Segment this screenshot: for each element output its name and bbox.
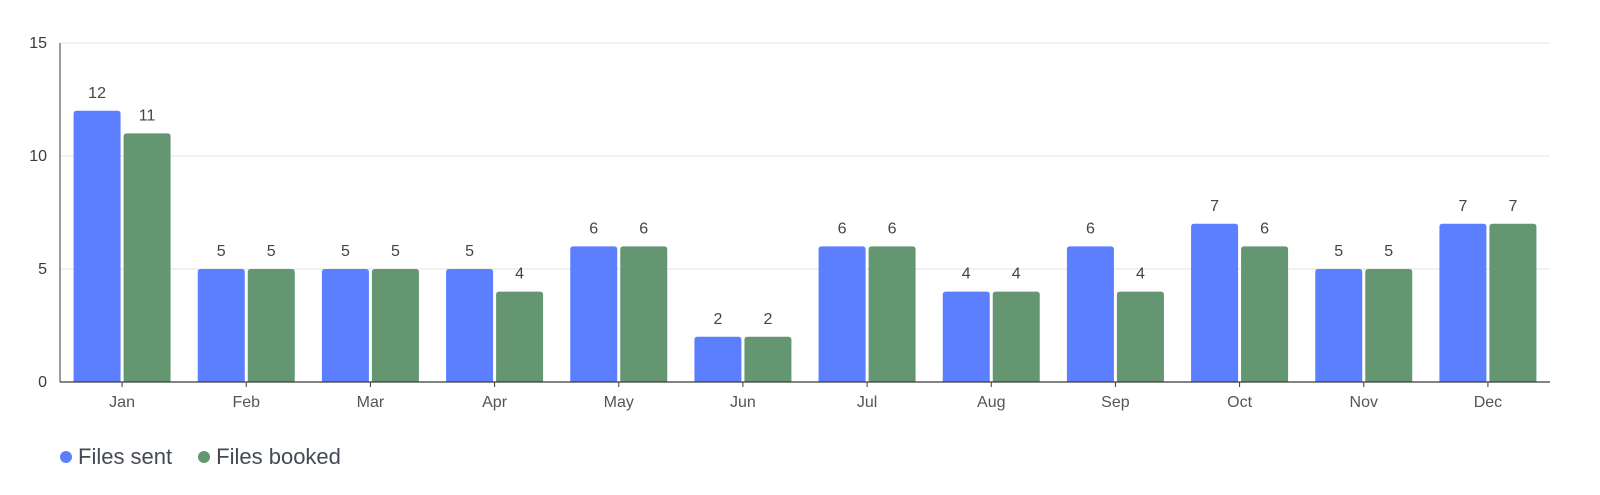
data-label-files-sent-apr: 5 bbox=[465, 243, 474, 260]
data-label-files-booked-aug: 4 bbox=[1012, 266, 1021, 283]
legend-item-files-booked[interactable]: Files booked bbox=[198, 444, 341, 470]
x-tick-label-jun: Jun bbox=[730, 394, 756, 411]
x-tick-label-jan: Jan bbox=[109, 394, 135, 411]
bar-files-sent-jan bbox=[73, 110, 121, 383]
x-tick-label-oct: Oct bbox=[1227, 394, 1252, 411]
x-tick-label-sep: Sep bbox=[1101, 394, 1130, 411]
bar-files-booked-jul bbox=[868, 246, 916, 382]
data-label-files-booked-jan: 11 bbox=[139, 107, 156, 124]
data-label-files-sent-feb: 5 bbox=[217, 243, 226, 260]
bar-files-booked-jun bbox=[744, 336, 792, 382]
data-label-files-booked-sep: 4 bbox=[1136, 266, 1145, 283]
legend-swatch-files-booked bbox=[198, 451, 211, 463]
x-tick-label-apr: Apr bbox=[482, 394, 508, 411]
bar-files-sent-apr bbox=[446, 269, 494, 382]
legend-swatch-files-sent bbox=[60, 451, 72, 463]
data-label-files-sent-sep: 6 bbox=[1086, 220, 1095, 237]
bar-files-sent-nov bbox=[1315, 269, 1363, 382]
y-tick-label-5: 5 bbox=[38, 261, 47, 278]
bar-files-sent-jun bbox=[694, 336, 742, 382]
bar-files-booked-jan bbox=[123, 133, 171, 382]
data-label-files-booked-dec: 7 bbox=[1508, 198, 1517, 215]
data-label-files-sent-mar: 5 bbox=[341, 243, 350, 260]
x-tick-label-feb: Feb bbox=[232, 394, 260, 411]
bar-files-sent-aug bbox=[942, 291, 990, 382]
bar-files-sent-feb bbox=[197, 269, 245, 382]
data-label-files-booked-mar: 5 bbox=[391, 243, 400, 260]
legend-label-files-sent: Files sent bbox=[78, 444, 173, 469]
data-label-files-booked-oct: 6 bbox=[1260, 220, 1269, 237]
data-label-files-booked-apr: 4 bbox=[515, 266, 524, 283]
x-tick-label-nov: Nov bbox=[1350, 394, 1378, 411]
bar-files-sent-may bbox=[570, 246, 618, 382]
bar-files-booked-apr bbox=[496, 291, 544, 382]
bar-files-booked-nov bbox=[1365, 269, 1413, 382]
data-label-files-sent-aug: 4 bbox=[962, 266, 971, 283]
bar-files-booked-mar bbox=[371, 269, 419, 382]
bar-files-sent-oct bbox=[1191, 223, 1239, 382]
x-tick-label-jul: Jul bbox=[857, 394, 877, 411]
y-tick-label-10: 10 bbox=[29, 148, 47, 165]
bar-files-booked-oct bbox=[1241, 246, 1289, 382]
data-label-files-booked-jul: 6 bbox=[888, 220, 897, 237]
data-label-files-booked-may: 6 bbox=[639, 220, 648, 237]
data-label-files-sent-jun: 2 bbox=[713, 311, 722, 328]
x-tick-label-mar: Mar bbox=[357, 394, 385, 411]
bar-files-sent-dec bbox=[1439, 223, 1487, 382]
bar-files-sent-jul bbox=[818, 246, 866, 382]
data-label-files-sent-oct: 7 bbox=[1210, 198, 1219, 215]
bar-files-booked-sep bbox=[1116, 291, 1164, 382]
data-label-files-booked-jun: 2 bbox=[763, 311, 772, 328]
bar-chart: 0 5 10 15 12 11 Jan 5 5 Feb 5 5 Mar 5 4 Apr 6 6 May 2 2 Jun 6 6… bbox=[29, 35, 1550, 411]
legend: Files sent Files booked bbox=[60, 444, 341, 470]
x-tick-label-may: May bbox=[604, 394, 634, 411]
data-label-files-booked-feb: 5 bbox=[267, 243, 276, 260]
bar-files-sent-sep bbox=[1066, 246, 1114, 382]
legend-label-files-booked: Files booked bbox=[216, 444, 341, 469]
bar-files-booked-dec bbox=[1489, 223, 1537, 382]
y-tick-label-15: 15 bbox=[29, 35, 47, 52]
bar-files-booked-feb bbox=[247, 269, 295, 382]
bar-files-sent-mar bbox=[321, 269, 369, 382]
data-label-files-sent-jul: 6 bbox=[838, 220, 847, 237]
bar-files-booked-aug bbox=[992, 291, 1040, 382]
legend-item-files-sent[interactable]: Files sent bbox=[60, 444, 172, 470]
x-tick-label-dec: Dec bbox=[1474, 394, 1502, 411]
data-label-files-sent-may: 6 bbox=[589, 220, 598, 237]
y-tick-label-0: 0 bbox=[38, 374, 47, 391]
data-label-files-sent-nov: 5 bbox=[1334, 243, 1343, 260]
x-tick-label-aug: Aug bbox=[977, 394, 1005, 411]
data-label-files-sent-jan: 12 bbox=[88, 85, 106, 102]
data-label-files-booked-nov: 5 bbox=[1384, 243, 1393, 260]
data-label-files-sent-dec: 7 bbox=[1458, 198, 1467, 215]
bar-files-booked-may bbox=[620, 246, 668, 382]
